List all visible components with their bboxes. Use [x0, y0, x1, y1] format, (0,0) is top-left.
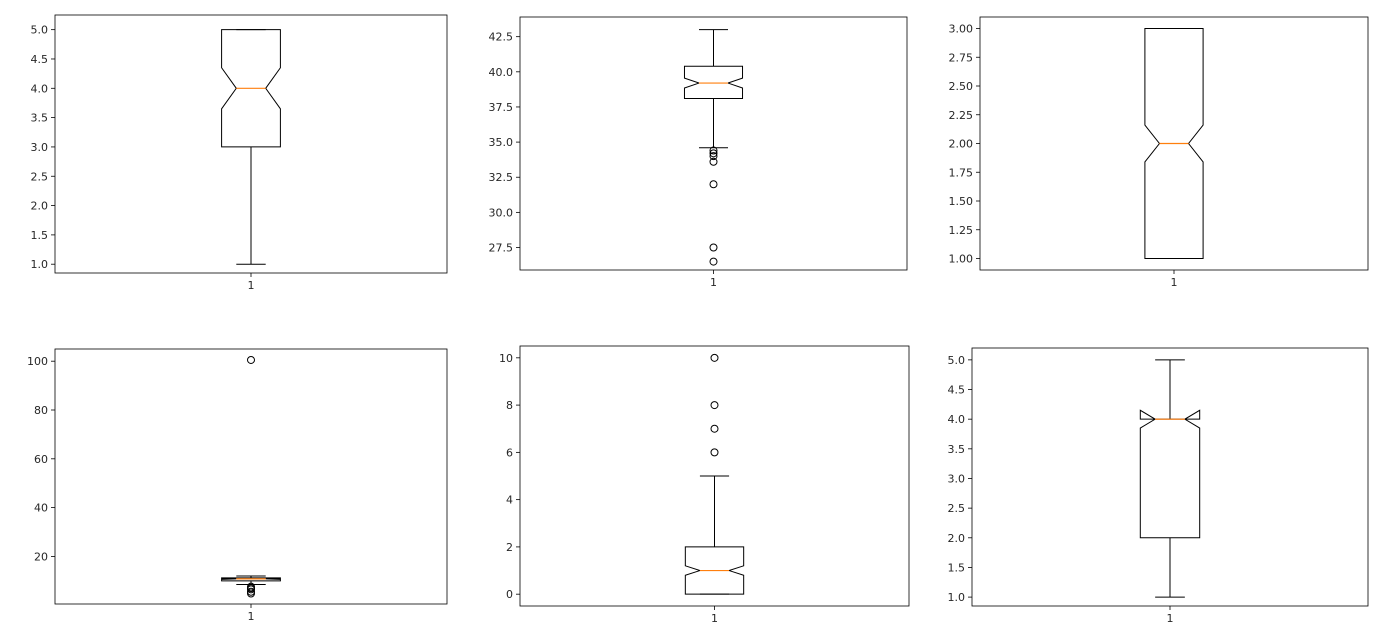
outlier-point: [710, 448, 719, 457]
notched-box: [684, 546, 745, 595]
outlier-point: [709, 243, 718, 252]
y-tick-label: 10: [499, 352, 513, 365]
y-tick-label: 4.5: [948, 384, 966, 397]
y-tick-label: 40.0: [489, 66, 514, 79]
outlier-point: [709, 149, 718, 158]
y-tick-label: 5.0: [948, 354, 966, 367]
notched-box: [683, 65, 744, 100]
x-tick-label: 1: [1171, 276, 1178, 289]
y-tick-label: 1.25: [949, 224, 974, 237]
outlier-point: [709, 180, 718, 189]
y-tick-label: 40: [34, 502, 48, 515]
y-tick-label: 6: [506, 446, 513, 459]
y-tick-label: 1.00: [949, 253, 974, 266]
outlier-point: [709, 146, 718, 155]
y-tick-label: 2.25: [949, 109, 974, 122]
outlier-point: [247, 589, 255, 598]
y-tick-label: 3.5: [948, 443, 966, 456]
notched-box: [221, 29, 281, 148]
y-tick-label: 3.0: [948, 472, 966, 485]
outlier-point: [709, 152, 718, 161]
y-tick-label: 5.0: [31, 24, 49, 37]
y-tick-label: 42.5: [489, 31, 514, 44]
subplot-4: 20 40 60 80 100 1: [27, 348, 448, 623]
y-tick-label: 3.00: [949, 23, 974, 36]
y-tick-label: 30.0: [489, 206, 514, 219]
notched-box: [221, 577, 281, 582]
subplot-5: 0 2 4 6 8 10 1: [499, 345, 910, 625]
x-tick-label: 1: [1167, 612, 1174, 625]
y-tick-label: 8: [506, 399, 513, 412]
y-tick-label: 1.50: [949, 195, 974, 208]
outlier-point: [709, 157, 718, 166]
y-tick-label: 2.0: [31, 200, 49, 213]
y-tick-label: 2.0: [948, 532, 966, 545]
y-tick-label: 37.5: [489, 101, 514, 114]
x-tick-label: 1: [248, 279, 255, 292]
outlier-point: [709, 257, 718, 266]
y-tick-label: 20: [34, 550, 48, 563]
y-tick-label: 2.5: [31, 170, 49, 183]
y-tick-label: 2.00: [949, 138, 974, 151]
subplot-2: 27.5 30.0 32.5 35.0 37.5 40.0 42.5 1: [489, 16, 908, 289]
y-tick-label: 4.0: [948, 413, 966, 426]
subplot-1: 1.0 1.5 2.0 2.5 3.0 3.5 4.0 4.5 5.0 1: [31, 14, 448, 292]
y-tick-label: 2.5: [948, 502, 966, 515]
y-tick-label: 35.0: [489, 136, 514, 149]
outlier-point: [247, 585, 255, 594]
y-tick-label: 3.0: [31, 141, 49, 154]
outlier-point: [710, 424, 719, 433]
notched-box: [1139, 409, 1201, 539]
y-tick-label: 32.5: [489, 171, 514, 184]
y-tick-label: 1.0: [31, 258, 49, 271]
y-tick-label: 4.0: [31, 82, 49, 95]
y-tick-label: 4: [506, 494, 513, 507]
y-tick-label: 1.75: [949, 166, 974, 179]
y-tick-label: 2.50: [949, 80, 974, 93]
axes-frame: [54, 348, 448, 605]
x-tick-label: 1: [248, 610, 255, 623]
outlier-point: [710, 353, 719, 362]
x-tick-label: 1: [710, 276, 717, 289]
y-tick-label: 100: [27, 355, 48, 368]
y-tick-label: 60: [34, 453, 48, 466]
subplot-6: 1.0 1.5 2.0 2.5 3.0 3.5 4.0 4.5 5.0 1: [948, 347, 1369, 625]
y-tick-label: 2: [506, 541, 513, 554]
y-tick-label: 4.5: [31, 53, 49, 66]
outlier-point: [247, 355, 255, 364]
subplot-3: 1.00 1.25 1.50 1.75 2.00 2.25 2.50 2.75 3.00 1: [949, 16, 1369, 289]
y-tick-label: 0: [506, 588, 513, 601]
y-tick-label: 2.75: [949, 51, 974, 64]
y-tick-label: 80: [34, 404, 48, 417]
y-tick-label: 1.0: [948, 591, 966, 604]
y-tick-label: 27.5: [489, 242, 514, 255]
notched-box: [1144, 28, 1204, 259]
outlier-point: [710, 401, 719, 410]
y-tick-label: 3.5: [31, 112, 49, 125]
y-tick-label: 1.5: [948, 561, 966, 574]
x-tick-label: 1: [711, 612, 718, 625]
y-tick-label: 1.5: [31, 229, 49, 242]
